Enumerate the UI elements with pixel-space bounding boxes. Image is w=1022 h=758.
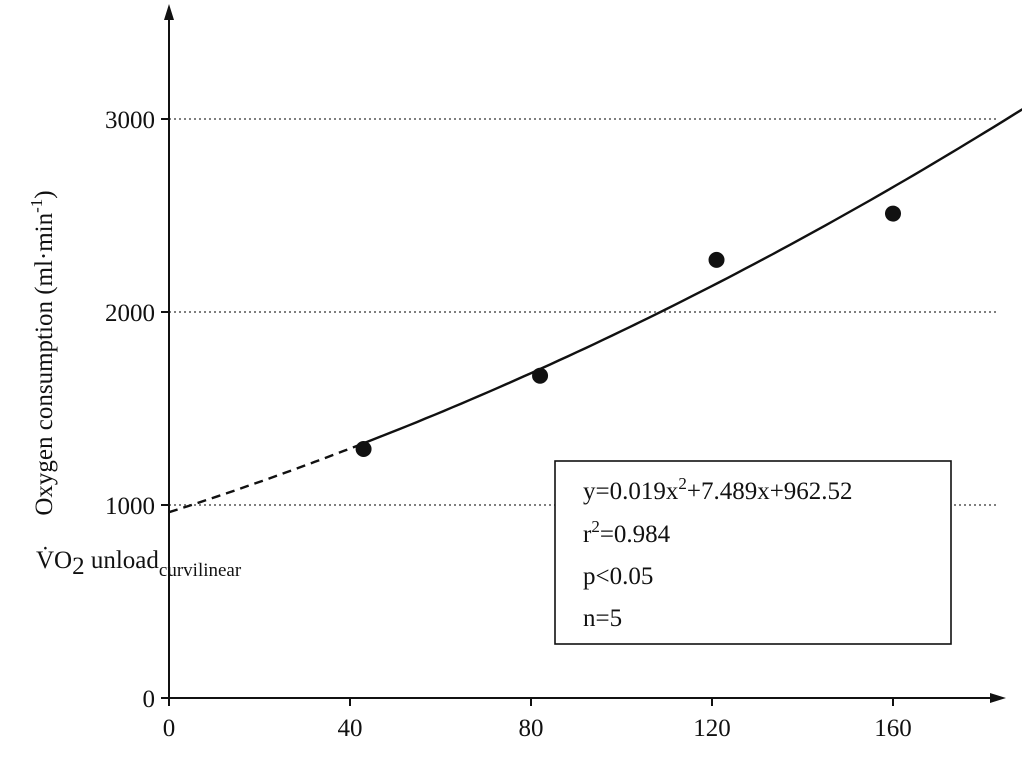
regression-equation: y=0.019x2+7.489x+962.52: [583, 474, 853, 505]
data-point-3: [708, 251, 725, 268]
r2-prefix: r: [583, 521, 592, 548]
vo2-unload-main: V̇O: [36, 546, 72, 574]
p-value: p<0.05: [583, 563, 653, 590]
x-tick-label-0: 0: [163, 715, 176, 742]
y-axis-label-sup: -1: [27, 199, 46, 213]
regression-annotation-box: y=0.019x2+7.489x+962.52 r2=0.984 p<0.05 …: [554, 460, 952, 645]
axes-layer: [164, 4, 1006, 703]
x-tick-label-80: 80: [519, 715, 544, 742]
y-axis-label-main: Oxygen consumption (ml·min: [31, 212, 58, 515]
x-tick-label-120: 120: [693, 715, 731, 742]
x-tick-label-160: 160: [874, 715, 912, 742]
grid-layer: [169, 118, 996, 506]
x-tick-label-40: 40: [338, 715, 363, 742]
equation-suffix: +7.489x+962.52: [687, 478, 853, 505]
vo2-unload-sub: curvilinear: [159, 560, 242, 581]
equation-prefix: y=0.019x: [583, 478, 679, 505]
y-tick-label-1000: 1000: [105, 493, 155, 520]
y-axis-arrow: [164, 4, 174, 20]
annotation-box-frame: [554, 460, 952, 645]
data-point-2: [532, 367, 549, 384]
data-points-layer: [355, 205, 901, 458]
n-value: n=5: [583, 605, 622, 632]
data-point-1: [355, 441, 372, 458]
fit-curve-extrapolated: [168, 442, 365, 514]
y-axis-label-close: ): [31, 190, 58, 198]
vo2-unload-label: V̇O2 unloadcurvilinear: [36, 546, 242, 581]
r-squared: r2=0.984: [583, 517, 671, 548]
r2-suffix: =0.984: [600, 521, 671, 548]
fit-curve-layer: [168, 108, 1022, 514]
y-tick-label-0: 0: [143, 686, 156, 713]
x-axis-arrow: [990, 693, 1006, 703]
r2-sup: 2: [591, 517, 600, 536]
y-tick-label-2000: 2000: [105, 300, 155, 327]
vo2-unload-sub2: 2: [72, 553, 85, 580]
vo2-unload-word: unload: [85, 547, 160, 574]
ticks-layer: 010002000300004080120160200: [105, 107, 912, 742]
y-axis-label: Oxygen consumption (ml·min-1): [27, 190, 58, 515]
equation-sup: 2: [678, 474, 687, 493]
data-point-4: [885, 205, 901, 222]
y-tick-label-3000: 3000: [105, 107, 155, 134]
fit-curve: [363, 108, 1022, 445]
